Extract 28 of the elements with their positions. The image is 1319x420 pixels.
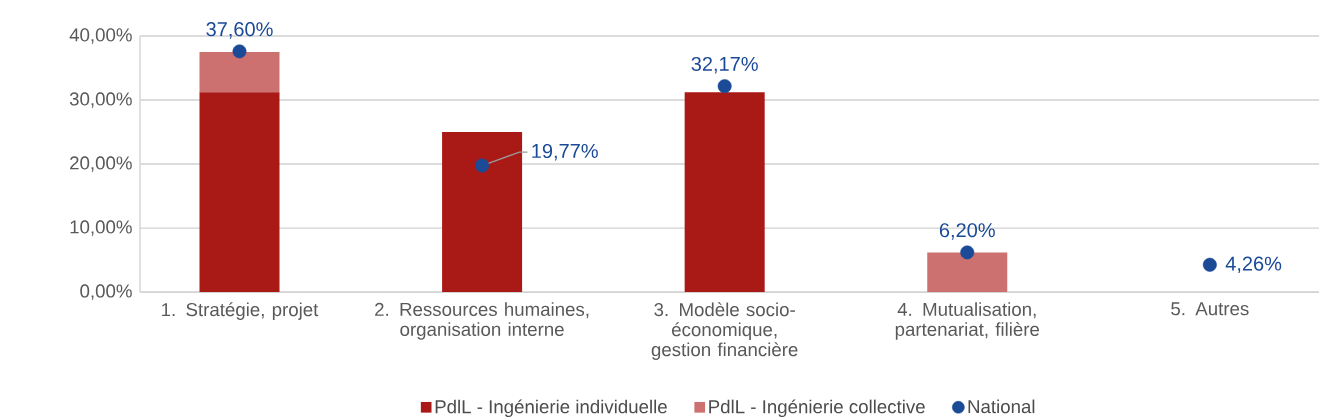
bar <box>442 131 523 293</box>
data-label: 4,26% <box>1225 256 1282 273</box>
data-label: 32,17% <box>691 56 758 74</box>
x-tick-label: 3. Modèle socio-économique, gestion financière <box>651 302 798 360</box>
point <box>717 79 732 94</box>
data-label: 37,60% <box>206 22 273 39</box>
y-tick-label: 20,00% <box>70 156 132 172</box>
y-tick-label: 30,00% <box>69 92 132 108</box>
legend-label: PdlL - Ingénierie individuelle <box>435 399 667 417</box>
point <box>1202 257 1217 272</box>
data-label: 19,77% <box>532 143 598 161</box>
bar <box>199 92 280 293</box>
x-tick-label: 4. Mutualisation, partenariat, filière <box>895 302 1040 340</box>
y-tick-label: 10,00% <box>70 220 132 236</box>
point <box>475 158 490 173</box>
x-tick-label: 1. Stratégie, projet <box>162 302 319 320</box>
bar <box>199 51 280 93</box>
x-tick-label: 5. Autres <box>1171 302 1249 316</box>
y-tick-label: 40,00% <box>69 28 132 44</box>
point <box>960 245 975 260</box>
data-label: 6,20% <box>939 223 995 240</box>
y-tick-label: 0,00% <box>80 284 132 300</box>
legend-label: PdlL - Ingénierie collective <box>709 399 925 417</box>
legend-label: National <box>968 399 1035 414</box>
point <box>232 44 247 59</box>
bar <box>684 92 765 293</box>
x-tick-label: 2. Ressources humaines, organisation interne <box>375 302 589 340</box>
bar <box>927 252 1008 293</box>
